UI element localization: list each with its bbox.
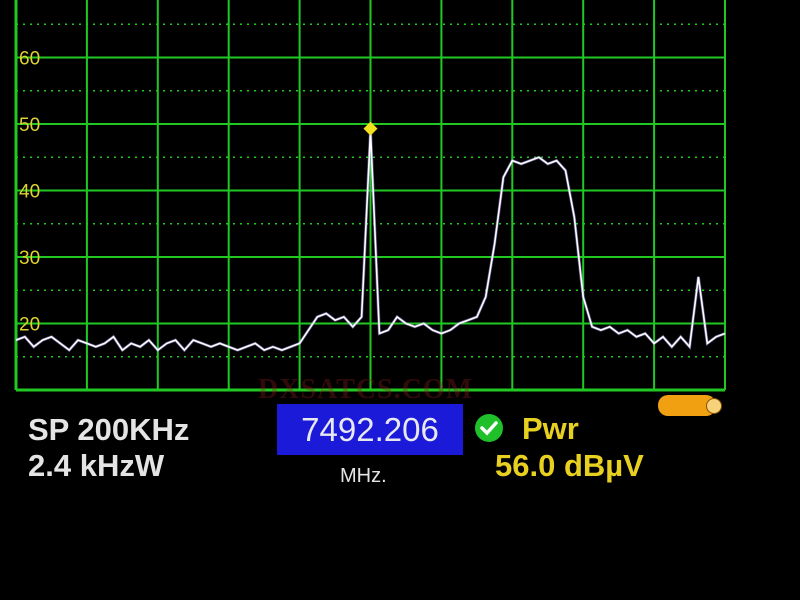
frequency-field[interactable]: 7492.206 <box>277 404 463 455</box>
peak-marker <box>363 121 378 136</box>
spectrum-plot: 70 60 50 40 30 20 <box>14 0 726 392</box>
span-readout: SP 200KHz <box>28 412 190 447</box>
measure-value: 56.0 dBµV <box>495 448 644 483</box>
y-tick-label: 60 <box>19 49 40 70</box>
y-tick-label: 40 <box>19 182 40 203</box>
watermark: DXSATCS.COM <box>258 374 474 405</box>
battery-icon <box>658 395 722 416</box>
measure-label: Pwr <box>522 411 579 446</box>
y-tick-label: 50 <box>19 115 40 136</box>
frequency-value: 7492.206 <box>301 411 439 448</box>
y-tick-label: 70 <box>19 0 40 3</box>
frequency-unit: MHz. <box>340 465 387 487</box>
rbw-readout: 2.4 kHzW <box>28 448 165 483</box>
y-tick-label: 30 <box>19 248 40 269</box>
check-circle-icon <box>475 414 503 442</box>
y-tick-label: 20 <box>19 315 40 336</box>
